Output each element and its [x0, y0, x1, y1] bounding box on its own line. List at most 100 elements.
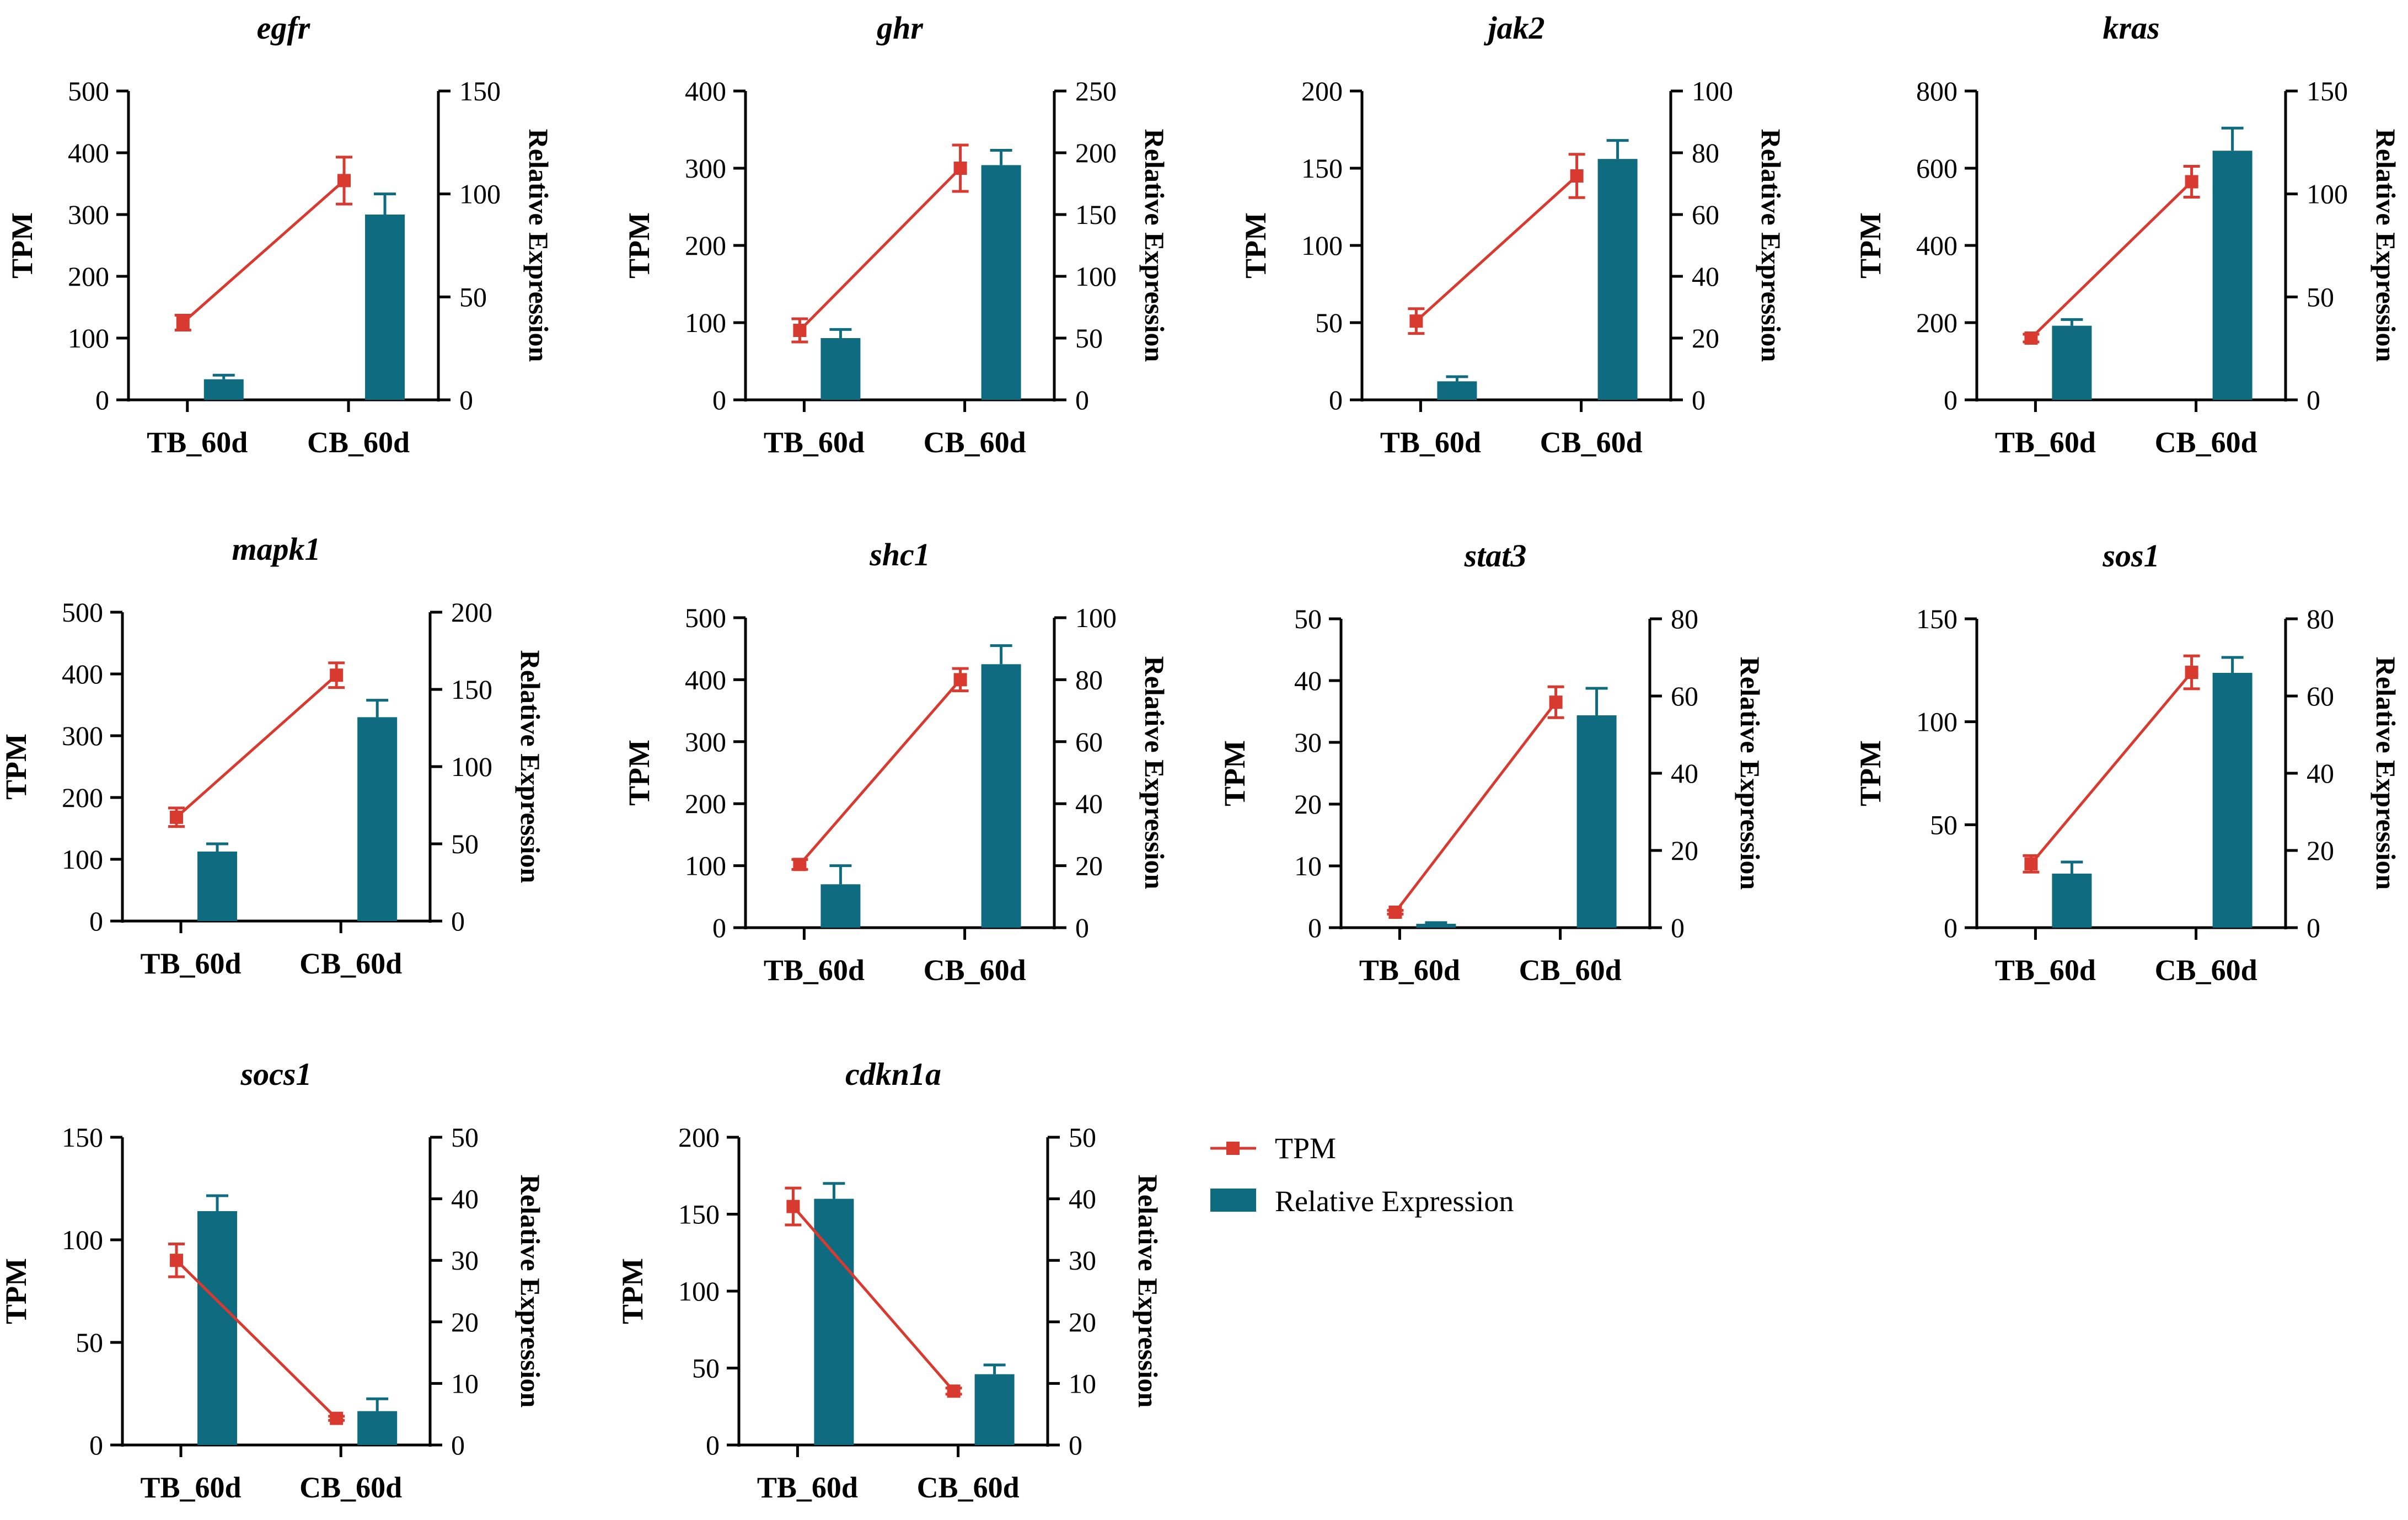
expression-bar — [974, 1374, 1015, 1445]
left-tick-label: 300 — [62, 720, 103, 751]
x-category-label: TB_60d — [1995, 426, 2096, 459]
left-tick-label: 400 — [62, 659, 103, 689]
right-tick-label: 60 — [1671, 681, 1698, 711]
x-category-label: TB_60d — [140, 947, 241, 980]
expression-bar — [203, 379, 244, 400]
left-axis-title: TPM — [0, 734, 33, 800]
right-axis-title: Relative Expression — [2371, 129, 2401, 362]
right-axis-title: Relative Expression — [1756, 129, 1787, 362]
chart-panel: shc1 0 100 200 300 400 500 0 20 40 60 80 100 TB_60d CB… — [623, 537, 1170, 987]
right-tick-label: 0 — [2307, 912, 2320, 943]
expression-bar — [1576, 715, 1617, 928]
right-tick-label: 0 — [459, 384, 473, 415]
expression-bar — [357, 717, 398, 921]
legend-tpm-label: TPM — [1275, 1132, 1336, 1165]
left-tick-label: 100 — [1916, 707, 1957, 737]
expression-bar — [2212, 151, 2253, 400]
left-tick-label: 500 — [685, 602, 726, 633]
tpm-line — [1415, 175, 1578, 323]
x-category-label: TB_60d — [147, 426, 248, 459]
right-tick-label: 50 — [2307, 281, 2334, 312]
legend-tpm-marker — [1226, 1142, 1240, 1155]
right-tick-label: 40 — [1671, 758, 1698, 789]
expression-bar — [1416, 924, 1456, 928]
left-tick-label: 0 — [706, 1430, 720, 1460]
right-tick-label: 30 — [1069, 1245, 1096, 1276]
left-tick-label: 300 — [685, 153, 726, 184]
right-tick-label: 50 — [1069, 1122, 1096, 1153]
right-axis-title: Relative Expression — [1139, 656, 1170, 890]
right-tick-label: 80 — [1671, 603, 1698, 634]
left-tick-label: 100 — [685, 850, 726, 881]
tpm-point — [330, 1411, 344, 1425]
chart-panel: mapk1 0 100 200 300 400 500 0 50 100 150 200 TB_60d C… — [0, 531, 546, 980]
right-tick-label: 150 — [1075, 199, 1117, 230]
left-tick-label: 10 — [1294, 850, 1322, 881]
chart-title: jak2 — [1483, 10, 1544, 46]
x-category-label: TB_60d — [140, 1471, 241, 1504]
left-tick-label: 150 — [62, 1122, 103, 1153]
left-tick-label: 20 — [1294, 789, 1322, 820]
left-tick-label: 50 — [692, 1353, 720, 1384]
x-category-label: CB_60d — [924, 954, 1026, 987]
right-tick-label: 100 — [1692, 76, 1733, 106]
expression-bar — [2212, 673, 2253, 928]
tpm-point — [947, 1384, 961, 1398]
right-tick-label: 30 — [451, 1245, 479, 1276]
tpm-line — [182, 179, 345, 324]
left-tick-label: 400 — [1916, 230, 1957, 261]
expression-bar — [2052, 874, 2092, 928]
right-tick-label: 60 — [1075, 726, 1103, 757]
right-tick-label: 0 — [1069, 1430, 1082, 1460]
x-category-label: CB_60d — [1519, 954, 1622, 987]
left-tick-label: 400 — [685, 664, 726, 695]
x-category-label: CB_60d — [924, 426, 1026, 459]
right-tick-label: 0 — [1075, 912, 1089, 943]
expression-bar — [197, 852, 238, 921]
left-axis-title: TPM — [0, 1258, 33, 1324]
right-axis-title: Relative Expression — [1735, 657, 1766, 890]
tpm-point — [330, 668, 344, 682]
right-tick-label: 80 — [1075, 664, 1103, 695]
x-category-label: CB_60d — [299, 947, 402, 980]
tpm-point — [2024, 331, 2038, 345]
left-tick-label: 200 — [68, 261, 109, 292]
tpm-point — [953, 162, 967, 175]
right-tick-label: 0 — [451, 906, 465, 936]
x-category-label: TB_60d — [764, 954, 865, 987]
left-tick-label: 0 — [95, 384, 109, 415]
left-tick-label: 100 — [685, 307, 726, 338]
left-tick-label: 30 — [1294, 727, 1322, 758]
left-tick-label: 600 — [1916, 153, 1957, 184]
right-axis-title: Relative Expression — [2371, 657, 2401, 890]
tpm-line — [2030, 671, 2193, 865]
chart-panel: cdkn1a 0 50 100 150 200 0 10 20 30 40 50 TB_60d CB_60… — [616, 1056, 1163, 1504]
tpm-point — [1388, 906, 1402, 919]
right-tick-label: 40 — [451, 1184, 479, 1214]
chart-title: ghr — [876, 10, 923, 46]
tpm-line — [175, 674, 337, 818]
right-tick-label: 0 — [1075, 384, 1089, 415]
left-tick-label: 200 — [685, 230, 726, 261]
left-axis-title: TPM — [1854, 740, 1887, 806]
tpm-point — [1549, 695, 1563, 709]
chart-title: sos1 — [2102, 538, 2159, 574]
tpm-point — [2024, 857, 2038, 871]
chart-panel: stat3 0 10 20 30 40 50 0 20 40 60 80 TB_60d CB_60d TPM… — [1218, 538, 1766, 987]
right-tick-label: 50 — [1075, 323, 1103, 354]
left-tick-label: 0 — [1944, 912, 1957, 943]
left-axis-title: TPM — [623, 212, 656, 279]
left-tick-label: 0 — [89, 906, 103, 936]
expression-bar — [981, 664, 1021, 928]
right-tick-label: 100 — [459, 179, 501, 210]
chart-panel: sos1 0 50 100 150 0 20 40 60 80 TB_60d CB_60d TPM Rel… — [1854, 538, 2401, 987]
left-tick-label: 50 — [1315, 307, 1343, 338]
tpm-point — [1409, 314, 1423, 328]
left-tick-label: 800 — [1916, 76, 1957, 106]
expression-bar — [365, 215, 405, 400]
left-tick-label: 200 — [62, 782, 103, 813]
x-category-label: CB_60d — [307, 426, 410, 459]
right-tick-label: 40 — [1692, 261, 1719, 292]
chart-panel: socs1 0 50 100 150 0 10 20 30 40 50 TB_60d CB_60d TPM… — [0, 1056, 546, 1504]
